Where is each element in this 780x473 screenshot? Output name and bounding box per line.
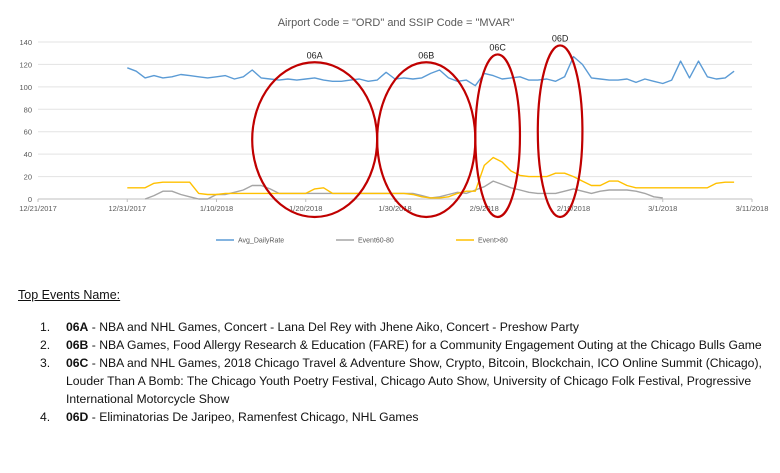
x-tick-label: 12/31/2017 [108, 204, 146, 213]
y-tick-label: 20 [24, 173, 32, 182]
x-tick-label: 12/21/2017 [19, 204, 57, 213]
x-tick-label: 3/11/2018 [736, 204, 769, 213]
y-axis-ticks: 0 20 40 60 80 100 120 140 [19, 38, 32, 204]
x-tick-label: 2/9/2018 [470, 204, 499, 213]
event-item: 4. 06D - Eliminatorias De Jaripeo, Ramenf… [40, 408, 770, 426]
event-item-text: - Eliminatorias De Jaripeo, Ramenfest Ch… [88, 410, 419, 424]
x-axis-ticks: 12/21/2017 12/31/2017 1/10/2018 1/20/2018 1/… [19, 199, 768, 213]
legend-label: Avg_DailyRate [238, 238, 284, 245]
event-item-code: 06A [66, 320, 89, 334]
event-circle-06d [536, 44, 584, 219]
legend-label: Event60-80 [358, 238, 394, 245]
event-item-number: 1. [40, 320, 51, 334]
event-item-number: 2. [40, 338, 51, 352]
y-tick-label: 40 [24, 150, 32, 159]
event-annotations: 06A 06B 06C 06D [251, 33, 584, 219]
series-line-event60-80 [144, 180, 663, 200]
event-item: 2. 06B - NBA Games, Food Allergy Research… [40, 336, 770, 354]
events-list: 1. 06A - NBA and NHL Games, Concert - Lan… [40, 318, 770, 426]
series-line-avg-dailyrate [127, 55, 735, 87]
event-item: 3. 06C - NBA and NHL Games, 2018 Chicago … [40, 354, 770, 408]
event-item-number: 4. [40, 410, 51, 424]
y-tick-label: 0 [28, 195, 32, 204]
series-line-event-80 [127, 156, 735, 199]
event-circle-06c [474, 53, 522, 219]
y-tick-label: 80 [24, 105, 32, 114]
chart-gridlines [38, 41, 752, 200]
event-circle-06b [376, 61, 477, 219]
event-label-06d: 06D [552, 33, 569, 43]
chart-title: Airport Code = "ORD" and SSIP Code = "MV… [278, 17, 515, 29]
event-item-text: - NBA Games, Food Allergy Research & Edu… [88, 338, 762, 352]
x-tick-label: 1/10/2018 [200, 204, 233, 213]
event-item-code: 06C [66, 356, 89, 370]
legend-label: Event>80 [478, 238, 508, 245]
y-tick-label: 60 [24, 128, 32, 137]
event-label-06a: 06A [307, 50, 323, 60]
event-item-text: - NBA and NHL Games, 2018 Chicago Travel… [66, 356, 762, 406]
y-tick-label: 100 [19, 83, 32, 92]
event-item-code: 06B [66, 338, 89, 352]
x-tick-label: 2/19/2018 [557, 204, 590, 213]
event-label-06b: 06B [418, 50, 434, 60]
event-item-number: 3. [40, 356, 51, 370]
event-item-code: 06D [66, 410, 89, 424]
chart-legend: Avg_DailyRate Event60-80 Event>80 [216, 238, 508, 245]
y-tick-label: 120 [19, 60, 32, 69]
events-heading: Top Events Name: [18, 288, 121, 302]
x-tick-label: 3/1/2018 [648, 204, 677, 213]
x-tick-label: 1/30/2018 [378, 204, 411, 213]
event-item: 1. 06A - NBA and NHL Games, Concert - Lan… [40, 318, 770, 336]
line-chart: Airport Code = "ORD" and SSIP Code = "MV… [19, 17, 768, 245]
chart-series [127, 55, 735, 200]
x-tick-label: 1/20/2018 [289, 204, 322, 213]
event-label-06c: 06C [489, 42, 506, 52]
event-item-text: - NBA and NHL Games, Concert - Lana Del … [88, 320, 579, 334]
y-tick-label: 140 [19, 38, 32, 47]
